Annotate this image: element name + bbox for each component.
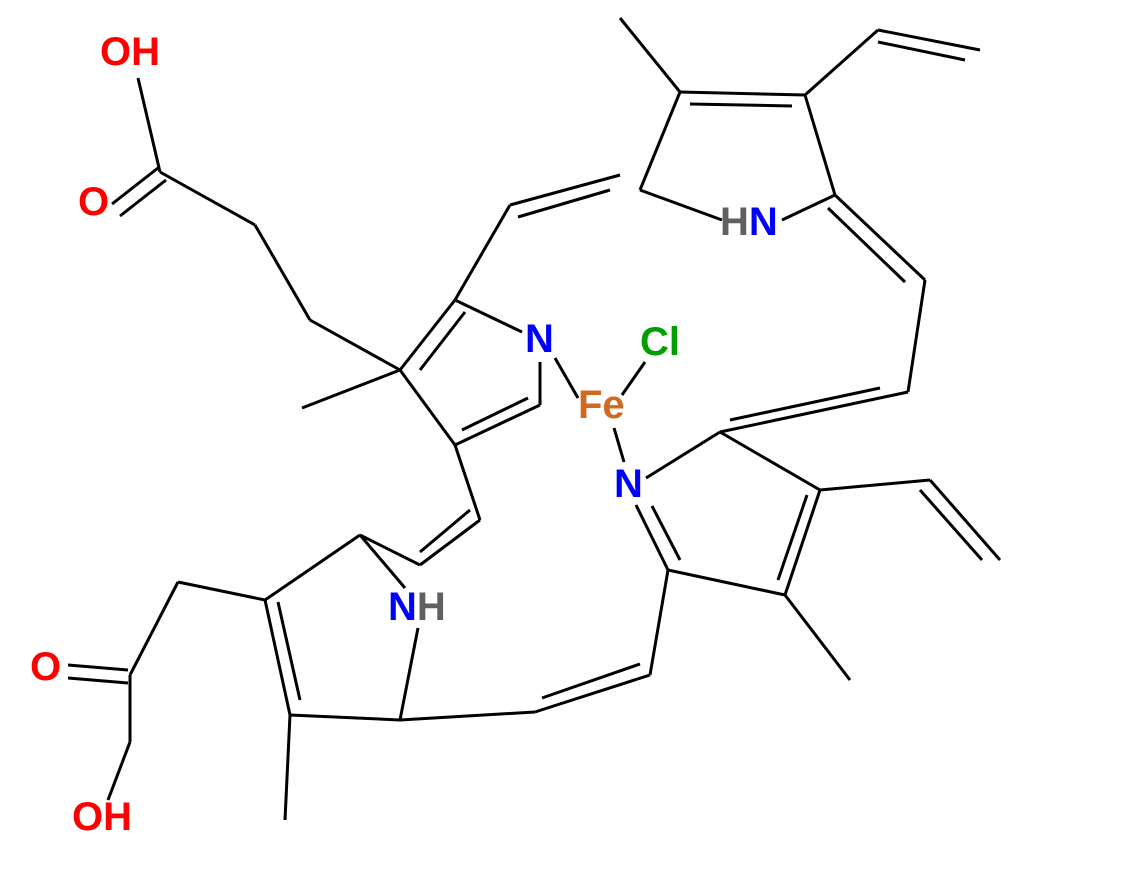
propD-oh (108, 742, 130, 800)
pyD-cb2-ca2 (290, 715, 400, 720)
pyD-me (285, 715, 290, 820)
atom-n-right: N (614, 462, 643, 506)
atom-nh-ll-h: H (417, 585, 446, 629)
propA-1 (310, 320, 400, 370)
pyB-ca2-n (782, 195, 835, 220)
atom-oh-bot: OH (72, 795, 132, 839)
pyC-me (785, 595, 850, 680)
bond-fe-nright (614, 428, 624, 462)
propA-oh (138, 78, 160, 172)
pyD-ca2-meso (400, 712, 535, 720)
pyA-cb2-ca2-a (455, 405, 540, 445)
mesoBC-2 (908, 280, 925, 392)
pyD-cb1-cb2-b (278, 602, 300, 700)
pyB-vin-1 (805, 30, 878, 95)
bond-fe-cl (622, 362, 645, 395)
molecule-diagram: Fe Cl N N HN NH OH O O OH (0, 0, 1134, 879)
propA-co-a (112, 168, 158, 204)
pyC-ca2-n-a (636, 505, 668, 570)
propA-3 (160, 172, 255, 225)
atom-cl: Cl (640, 320, 680, 364)
mesoBC-1a (835, 195, 925, 280)
pyC-vin-2b (920, 490, 982, 560)
pyB-cb1-cb2-a (680, 92, 805, 95)
pyA-n-ca1 (455, 300, 522, 332)
mesoAB-1 (455, 205, 510, 300)
pyB-me (620, 18, 680, 92)
atom-n-top: N (525, 317, 554, 361)
pyC-cb2-ca2 (668, 570, 785, 595)
atom-oh-top: OH (100, 30, 160, 74)
mesoAB-2a (510, 175, 620, 205)
atom-hn-ur-n: N (749, 200, 778, 244)
atom-fe: Fe (578, 383, 625, 427)
pyA-me (302, 370, 400, 408)
propD-1 (178, 582, 265, 600)
pyC-ca1-ext-a (720, 392, 908, 432)
pyD-n-ca1 (360, 535, 405, 588)
propA-co-b (120, 180, 166, 216)
atom-o-bot: O (30, 645, 61, 689)
propA-2 (255, 225, 310, 320)
propD-co-a (68, 665, 128, 670)
pyB-cb2-ca2 (805, 95, 835, 195)
pyD-ca1-meso (360, 535, 420, 565)
pyB-vin-2a (878, 30, 980, 50)
atom-o-top: O (78, 180, 109, 224)
atom-hn-ur: HN (720, 200, 778, 244)
pyA-ca1-cb1-b (420, 312, 465, 370)
propD-co-b (68, 678, 128, 683)
mesoAD-1 (455, 445, 480, 520)
pyC-ca2-n-b (652, 506, 680, 560)
bond-fe-ntop (555, 358, 578, 398)
mesoCD-1 (650, 570, 668, 675)
atom-nh-ll: NH (388, 585, 446, 629)
pyD-ca2-n (400, 628, 418, 720)
pyC-ca1-cb1 (720, 432, 820, 490)
atom-nh-ll-n: N (388, 585, 417, 629)
pyA-cb1-cb2 (400, 370, 455, 445)
mesoBC-1b (828, 208, 905, 282)
propD-2 (130, 582, 178, 675)
pyC-n-ca1 (646, 432, 720, 478)
atom-hn-ur-h: H (720, 200, 749, 244)
pyD-cb1-cb2-a (265, 600, 290, 715)
pyB-n-ca1 (640, 190, 722, 220)
pyC-vin-1 (820, 480, 930, 490)
pyC-vin-2a (930, 480, 1000, 560)
pyB-cb1-cb2-b (690, 104, 792, 106)
pyD-ca1-cb1 (265, 535, 360, 600)
mesoAB-2b (518, 190, 610, 217)
pyB-ca1-cb1 (640, 92, 680, 190)
